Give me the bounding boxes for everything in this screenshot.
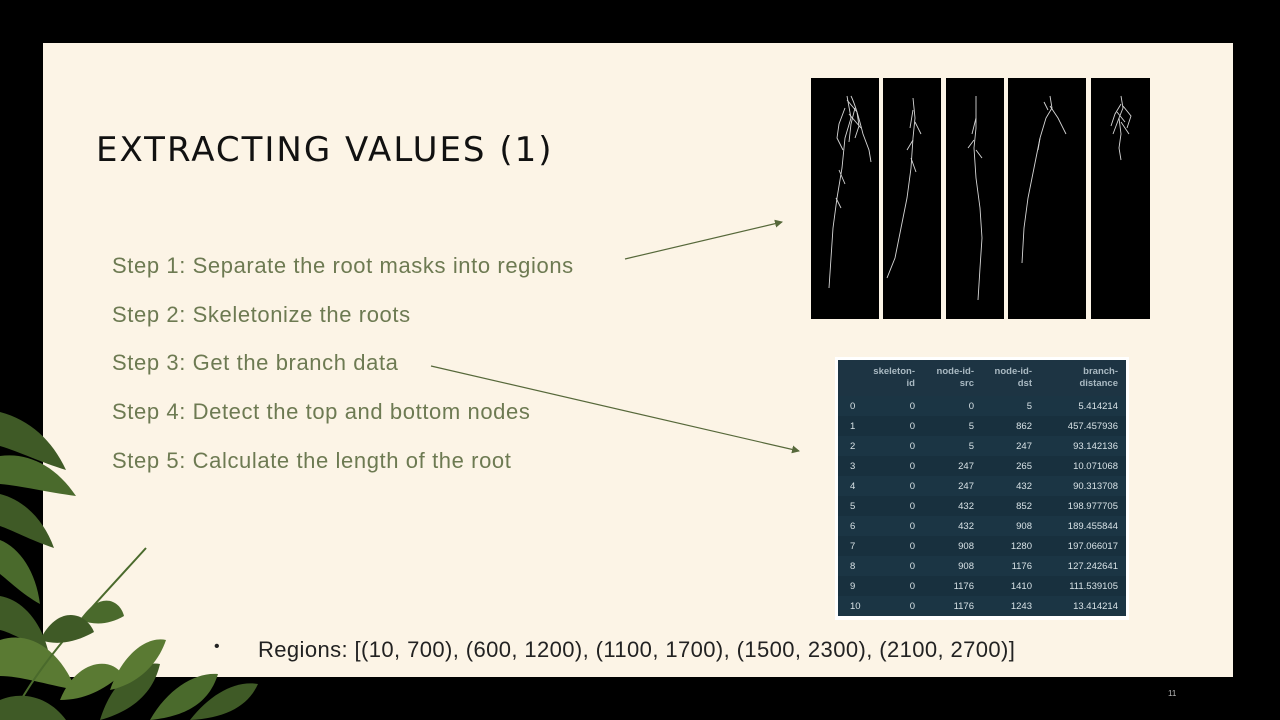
- table-row: 5 0 432 852 198.977705: [838, 496, 1126, 516]
- table-cell: 457.457936: [1040, 416, 1126, 436]
- table-cell: 189.455844: [1040, 516, 1126, 536]
- table-header-line: dst: [1017, 378, 1032, 389]
- table-header-line: id: [906, 378, 915, 389]
- table-row-index: 2: [838, 436, 866, 456]
- table-row: 0 0 0 5 5.414214: [838, 396, 1126, 416]
- table-row: 7 0 908 1280 197.066017: [838, 536, 1126, 556]
- root-image-region-3: [946, 78, 1004, 319]
- table-cell: 5: [982, 396, 1040, 416]
- table-column-header: skeleton-id: [866, 360, 923, 396]
- table-cell: 0: [866, 516, 923, 536]
- table-cell: 0: [866, 556, 923, 576]
- table-row-index: 9: [838, 576, 866, 596]
- table-cell: 1280: [982, 536, 1040, 556]
- table-cell: 432: [982, 476, 1040, 496]
- table-header-row: skeleton-id node-id-src node-id-dst branch-…: [838, 360, 1126, 396]
- slide-number: 11: [1168, 689, 1177, 698]
- table-row-index: 5: [838, 496, 866, 516]
- table-column-header: node-id-dst: [982, 360, 1040, 396]
- table-cell: 111.539105: [1040, 576, 1126, 596]
- table-row: 1 0 5 862 457.457936: [838, 416, 1126, 436]
- table-cell: 127.242641: [1040, 556, 1126, 576]
- table-column-header: node-id-src: [923, 360, 982, 396]
- table-cell: 0: [866, 436, 923, 456]
- table-cell: 0: [866, 576, 923, 596]
- table-cell: 90.313708: [1040, 476, 1126, 496]
- table-cell: 1243: [982, 596, 1040, 616]
- table-cell: 197.066017: [1040, 536, 1126, 556]
- table-header-line: node-id-: [994, 366, 1032, 377]
- step-3-text: Step 3: Get the branch data: [112, 350, 399, 375]
- table-cell: 5: [923, 436, 982, 456]
- table-cell: 1176: [982, 556, 1040, 576]
- table-cell: 852: [982, 496, 1040, 516]
- table-row: 8 0 908 1176 127.242641: [838, 556, 1126, 576]
- table-cell: 5.414214: [1040, 396, 1126, 416]
- table-row-index: 7: [838, 536, 866, 556]
- table-row-index: 0: [838, 396, 866, 416]
- table-header-line: distance: [1079, 378, 1118, 389]
- table-cell: 10.071068: [1040, 456, 1126, 476]
- table-index-header: [838, 360, 866, 396]
- table-header-line: node-id-: [936, 366, 974, 377]
- table-cell: 0: [866, 536, 923, 556]
- table-cell: 0: [866, 396, 923, 416]
- table-cell: 247: [923, 476, 982, 496]
- table-row: 6 0 432 908 189.455844: [838, 516, 1126, 536]
- table-cell: 1176: [923, 596, 982, 616]
- table-header-line: skeleton-: [873, 366, 915, 377]
- root-image-region-1: [811, 78, 879, 319]
- table-cell: 13.414214: [1040, 596, 1126, 616]
- table-cell: 908: [923, 536, 982, 556]
- table-row: 3 0 247 265 10.071068: [838, 456, 1126, 476]
- table-cell: 1410: [982, 576, 1040, 596]
- table-cell: 432: [923, 516, 982, 536]
- branch-data-table-frame: skeleton-id node-id-src node-id-dst branch-…: [835, 357, 1129, 620]
- table-cell: 247: [982, 436, 1040, 456]
- table-row-index: 3: [838, 456, 866, 476]
- table-cell: 247: [923, 456, 982, 476]
- table-row: 4 0 247 432 90.313708: [838, 476, 1126, 496]
- root-image-region-2: [883, 78, 941, 319]
- table-cell: 0: [866, 416, 923, 436]
- regions-bullet: •: [214, 638, 220, 655]
- table-header-line: branch-: [1083, 366, 1118, 377]
- table-cell: 908: [982, 516, 1040, 536]
- table-cell: 0: [923, 396, 982, 416]
- root-image-region-4: [1008, 78, 1086, 319]
- table-cell: 0: [866, 456, 923, 476]
- step-2-text: Step 2: Skeletonize the roots: [112, 302, 411, 327]
- table-cell: 5: [923, 416, 982, 436]
- branch-data-table: skeleton-id node-id-src node-id-dst branch-…: [838, 360, 1126, 616]
- table-row: 2 0 5 247 93.142136: [838, 436, 1126, 456]
- slide-title: EXTRACTING VALUES (1): [96, 130, 554, 170]
- table-cell: 862: [982, 416, 1040, 436]
- table-cell: 432: [923, 496, 982, 516]
- table-cell: 0: [866, 596, 923, 616]
- table-cell: 0: [866, 496, 923, 516]
- root-skeleton-images: [811, 78, 1150, 319]
- table-cell: 1176: [923, 576, 982, 596]
- table-row-index: 1: [838, 416, 866, 436]
- table-row-index: 8: [838, 556, 866, 576]
- table-header-line: src: [959, 378, 974, 389]
- table-row-index: 6: [838, 516, 866, 536]
- step-4-text: Step 4: Detect the top and bottom nodes: [112, 399, 531, 424]
- table-row: 10 0 1176 1243 13.414214: [838, 596, 1126, 616]
- table-row: 9 0 1176 1410 111.539105: [838, 576, 1126, 596]
- step-1-text: Step 1: Separate the root masks into reg…: [112, 253, 574, 278]
- table-cell: 265: [982, 456, 1040, 476]
- table-row-index: 10: [838, 596, 866, 616]
- regions-text: Regions: [(10, 700), (600, 1200), (1100,…: [258, 637, 1016, 662]
- table-row-index: 4: [838, 476, 866, 496]
- table-cell: 198.977705: [1040, 496, 1126, 516]
- table-column-header: branch-distance: [1040, 360, 1126, 396]
- table-cell: 0: [866, 476, 923, 496]
- table-cell: 93.142136: [1040, 436, 1126, 456]
- step-5-text: Step 5: Calculate the length of the root: [112, 448, 512, 473]
- root-image-region-5: [1091, 78, 1150, 319]
- table-cell: 908: [923, 556, 982, 576]
